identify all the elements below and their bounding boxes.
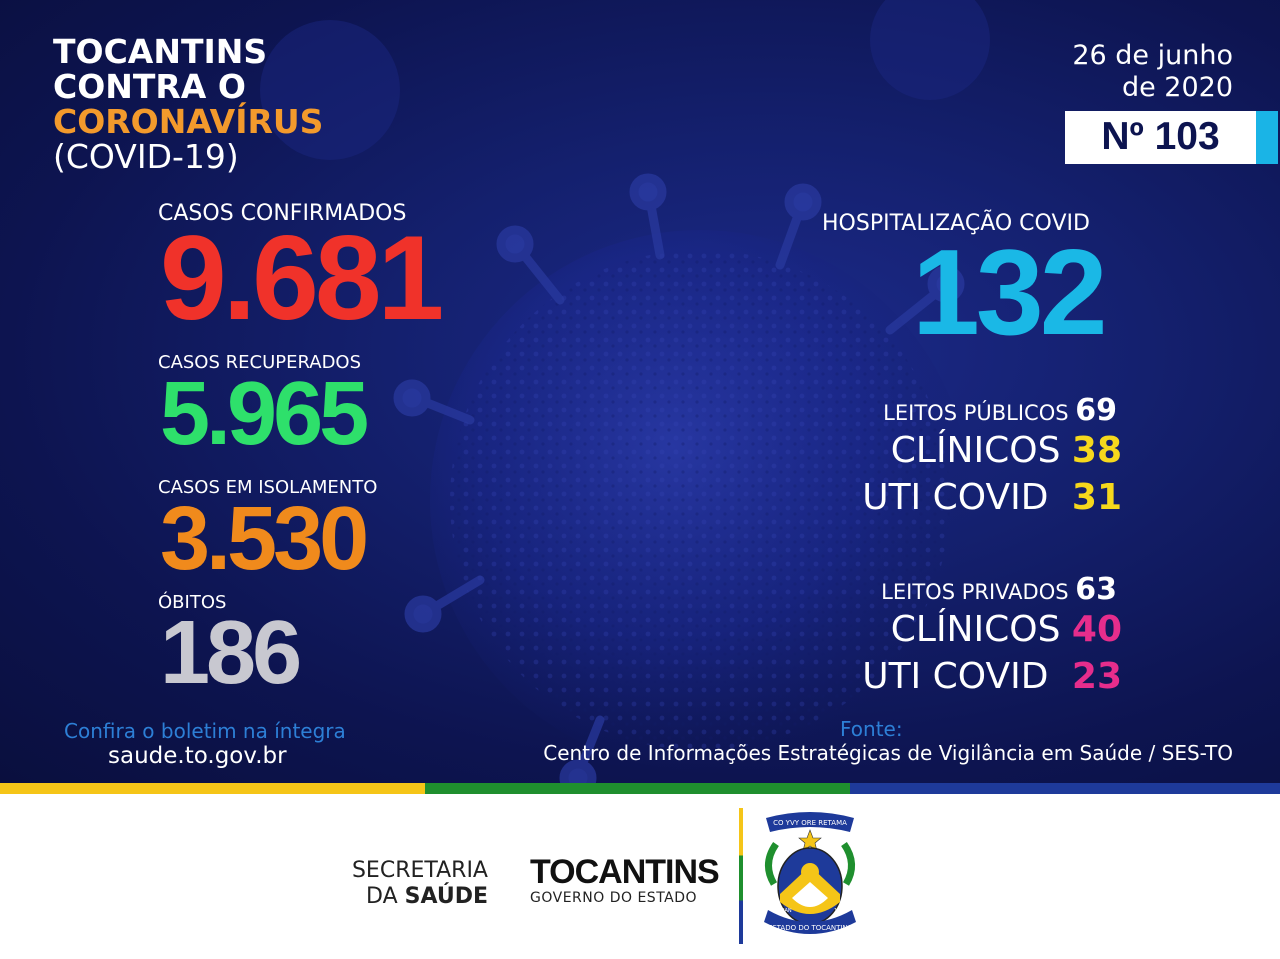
public-icu-value: 31 xyxy=(1071,477,1122,518)
private-clinic-value: 40 xyxy=(1071,609,1122,650)
seal-bottom-text: ESTADO DO TOCANTINS xyxy=(768,924,853,932)
secretaria-line-2: DA SAÚDE xyxy=(350,884,488,910)
private-beds-label: LEITOS PRIVADOS xyxy=(881,580,1069,604)
title-line-1: TOCANTINS xyxy=(53,32,268,71)
public-clinic-label: CLÍNICOS xyxy=(890,430,1061,471)
confirmed-label: CASOS CONFIRMADOS xyxy=(158,201,407,226)
bulletin-poster: TOCANTINS CONTRA O CORONAVÍRUS (COVID-19… xyxy=(0,0,1280,783)
bulletin-number-badge: Nº 103 xyxy=(1065,111,1278,164)
website-link[interactable]: saude.to.gov.br xyxy=(108,743,287,769)
private-icu-row: UTI COVID 23 xyxy=(862,656,1122,697)
bulletin-link-text[interactable]: Confira o boletim na íntegra xyxy=(64,719,346,743)
seal-left-text: 1º JAN xyxy=(776,908,792,914)
secretaria-line-1: SECRETARIA xyxy=(351,858,488,883)
public-clinic-value: 38 xyxy=(1071,430,1122,471)
secretaria-logo: SECRETARIA DA SAÚDE xyxy=(350,858,488,910)
hospital-value: 132 xyxy=(912,224,1108,360)
badge-stripe xyxy=(1256,111,1278,164)
public-beds-value: 69 xyxy=(1075,393,1117,428)
source-text: Centro de Informações Estratégicas de Vi… xyxy=(543,741,1233,765)
seal-right-text: 1989 xyxy=(834,908,847,914)
footer: SECRETARIA DA SAÚDE TOCANTINS GOVERNO DO… xyxy=(0,794,1280,959)
private-beds-value: 63 xyxy=(1075,572,1117,607)
bulletin-date: 26 de junho de 2020 xyxy=(1072,40,1233,104)
secretaria-bold: SAÚDE xyxy=(404,884,488,909)
state-seal: CO YVY ORE RETAMA ESTADO DO TOCANTINS 1º… xyxy=(764,812,856,934)
private-beds-row: LEITOS PRIVADOS 63 xyxy=(881,572,1117,607)
bulletin-number: Nº 103 xyxy=(1101,115,1220,158)
isolation-label: CASOS EM ISOLAMENTO xyxy=(158,477,378,498)
bar-green xyxy=(425,783,850,794)
public-icu-label: UTI COVID xyxy=(862,477,1049,518)
hospital-label: HOSPITALIZAÇÃO COVID xyxy=(822,211,1090,236)
confirmed-value: 9.681 xyxy=(160,211,444,345)
source-label: Fonte: xyxy=(840,717,903,741)
campaign-title: TOCANTINS CONTRA O CORONAVÍRUS (COVID-19… xyxy=(53,34,323,174)
title-line-3: CORONAVÍRUS xyxy=(53,102,324,141)
deaths-label: ÓBITOS xyxy=(158,592,227,613)
state-logo: TOCANTINS GOVERNO DO ESTADO xyxy=(530,854,728,906)
date-line-1: 26 de junho xyxy=(1072,40,1233,71)
public-clinic-row: CLÍNICOS 38 xyxy=(891,430,1122,471)
private-clinic-row: CLÍNICOS 40 xyxy=(891,609,1122,650)
bar-yellow xyxy=(0,783,425,794)
public-icu-row: UTI COVID 31 xyxy=(862,477,1122,518)
private-icu-value: 23 xyxy=(1071,656,1122,697)
date-line-2: de 2020 xyxy=(1121,72,1233,103)
logo-divider xyxy=(739,808,743,944)
bar-blue xyxy=(850,783,1280,794)
seal-top-text: CO YVY ORE RETAMA xyxy=(773,819,847,827)
isolation-value: 3.530 xyxy=(160,489,369,589)
recovered-label: CASOS RECUPERADOS xyxy=(158,352,362,373)
private-icu-label: UTI COVID xyxy=(862,656,1049,697)
title-line-2: CONTRA O xyxy=(53,67,246,106)
state-subtitle: GOVERNO DO ESTADO xyxy=(530,890,698,906)
deaths-value: 186 xyxy=(160,603,302,703)
coronavirus-illustration xyxy=(260,0,990,783)
recovered-value: 5.965 xyxy=(160,364,369,464)
private-clinic-label: CLÍNICOS xyxy=(890,609,1061,650)
state-name: TOCANTINS xyxy=(530,853,720,891)
title-line-4: (COVID-19) xyxy=(53,137,239,176)
secretaria-prefix: DA xyxy=(366,884,405,909)
public-beds-label: LEITOS PÚBLICOS xyxy=(883,401,1069,425)
public-beds-row: LEITOS PÚBLICOS 69 xyxy=(883,393,1117,428)
